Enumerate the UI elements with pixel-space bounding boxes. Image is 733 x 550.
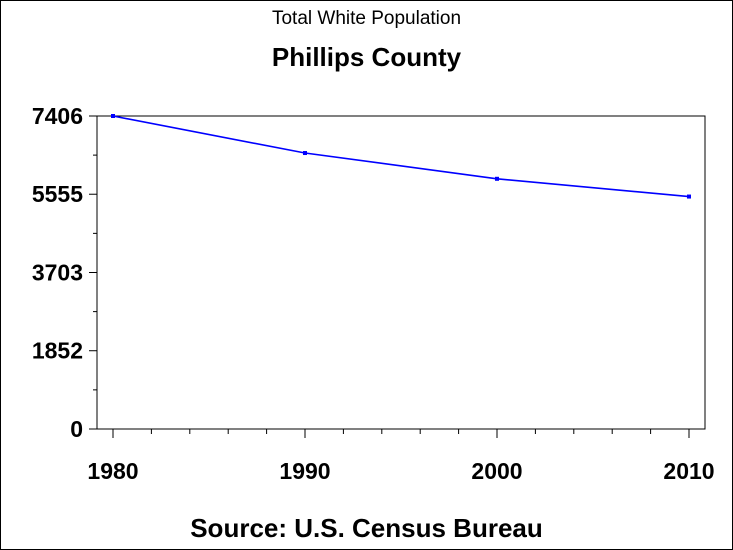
x-tick-label: 1990 [279, 458, 330, 484]
plot-area-border [96, 115, 706, 430]
data-point-marker [111, 114, 115, 118]
y-tick-label: 7406 [32, 103, 83, 129]
x-tick-label: 1980 [87, 458, 138, 484]
x-tick-label: 2010 [663, 458, 714, 484]
series-line [112, 115, 690, 198]
y-tick-label: 1852 [32, 338, 83, 364]
data-point-marker [495, 176, 499, 181]
chart-title: Phillips County [271, 42, 462, 72]
x-tick-label: 2000 [471, 458, 522, 484]
chart-footnote: Source: U.S. Census Bureau [190, 513, 543, 543]
y-tick-label: 0 [70, 416, 83, 442]
data-point-marker [303, 151, 307, 156]
y-tick-label: 5555 [32, 181, 83, 207]
data-point-marker [687, 194, 691, 199]
chart-subtitle: Total White Population [271, 8, 462, 29]
y-tick-label: 3703 [32, 260, 83, 286]
